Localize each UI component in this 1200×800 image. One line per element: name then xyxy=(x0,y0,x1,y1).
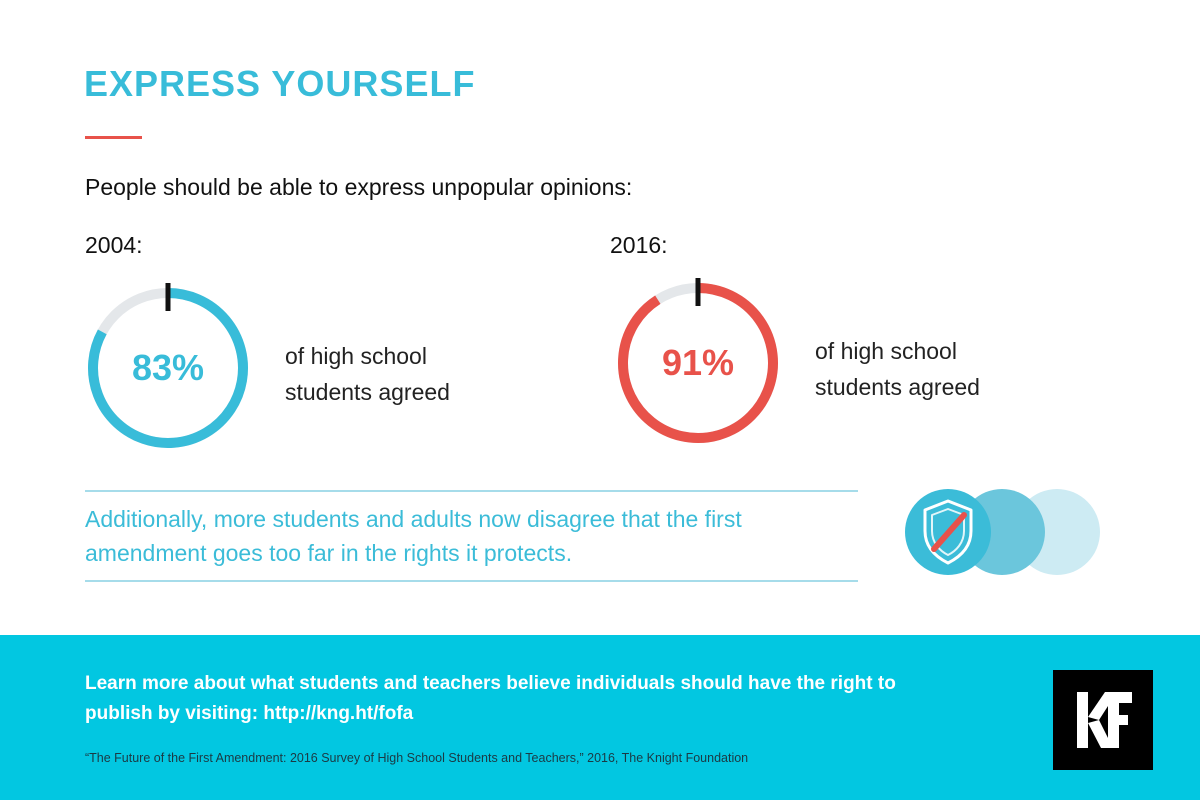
page-title: EXPRESS YOURSELF xyxy=(84,63,476,104)
percentage-value: 83% xyxy=(131,347,205,388)
year-label-2004: 2004: xyxy=(85,232,143,258)
percentage-value: 91% xyxy=(661,342,735,383)
divider-bottom xyxy=(85,580,858,582)
footer-banner: Learn more about what students and teach… xyxy=(0,635,1200,800)
title-underline xyxy=(85,136,142,139)
circles-graphic xyxy=(905,489,1100,575)
ring-arc xyxy=(88,288,248,448)
ring-arc xyxy=(618,283,778,443)
decorative-circles xyxy=(900,485,1110,585)
subtitle: People should be able to express unpopul… xyxy=(85,174,633,200)
caption-line: students agreed xyxy=(285,379,450,405)
progress-ring-2016: 91% xyxy=(613,272,783,448)
caption-line: of high school xyxy=(285,343,427,369)
divider-top xyxy=(85,490,858,492)
stat-caption-2004: of high school students agreed xyxy=(285,338,505,410)
kf-logo-graphic xyxy=(1077,692,1132,748)
progress-ring-graphic xyxy=(88,277,248,448)
kf-logo-icon xyxy=(1053,670,1153,770)
additional-note: Additionally, more students and adults n… xyxy=(85,506,742,566)
caption-line: students agreed xyxy=(815,374,980,400)
stat-caption-2016: of high school students agreed xyxy=(815,333,1035,405)
progress-ring-2004: 83% xyxy=(83,277,253,453)
year-label-2016: 2016: xyxy=(610,232,668,258)
progress-ring-graphic xyxy=(618,272,778,443)
shield-icon xyxy=(923,499,973,565)
footer-message: Learn more about what students and teach… xyxy=(85,673,896,724)
caption-line: of high school xyxy=(815,338,957,364)
source-citation: “The Future of the First Amendment: 2016… xyxy=(85,751,749,765)
